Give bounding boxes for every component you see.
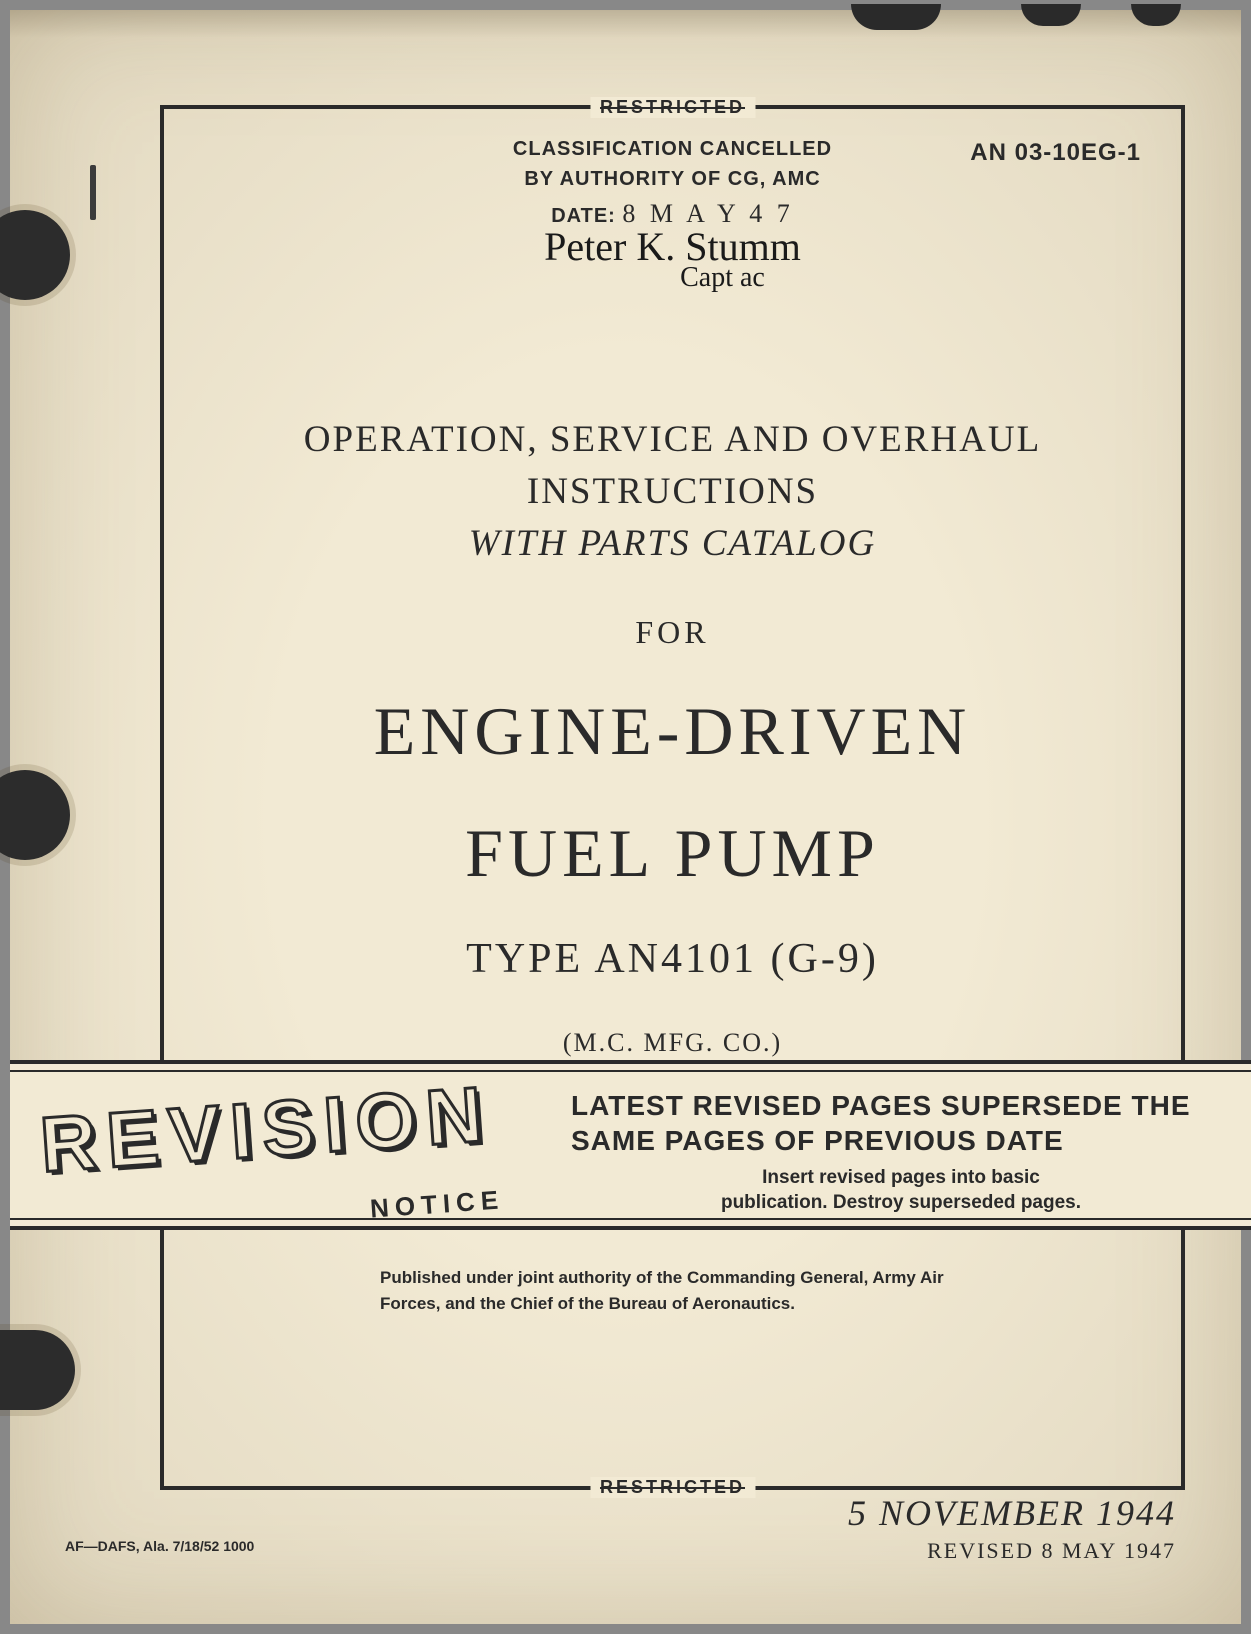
torn-notch	[1021, 4, 1081, 26]
title-line: WITH PARTS CATALOG	[164, 518, 1181, 570]
revision-date: REVISED 8 MAY 1947	[848, 1538, 1176, 1564]
banner-text: LATEST REVISED PAGES SUPERSEDE THE SAME …	[571, 1088, 1231, 1215]
signature: Peter K. Stumm Capt ac	[544, 229, 801, 290]
restricted-label-bottom: RESTRICTED	[590, 1477, 755, 1498]
restricted-label-top: RESTRICTED	[590, 97, 755, 118]
banner-sub: Insert revised pages into basic	[571, 1166, 1231, 1191]
punch-hole	[0, 770, 70, 860]
published-authority: Published under joint authority of the C…	[380, 1265, 1000, 1316]
title-block: OPERATION, SERVICE AND OVERHAUL INSTRUCT…	[164, 414, 1181, 1058]
banner-headline: LATEST REVISED PAGES SUPERSEDE THE SAME …	[571, 1088, 1231, 1158]
staple-mark	[90, 165, 96, 220]
torn-notch	[851, 4, 941, 30]
torn-notch	[1131, 4, 1181, 26]
banner-sub: publication. Destroy superseded pages.	[571, 1191, 1231, 1216]
classification-line: CLASSIFICATION CANCELLED	[513, 134, 832, 164]
classification-line: BY AUTHORITY OF CG, AMC	[513, 164, 832, 194]
revision-banner: REVISION NOTICE LATEST REVISED PAGES SUP…	[10, 1060, 1251, 1230]
title-for: FOR	[164, 614, 1181, 651]
punch-hole	[0, 210, 70, 300]
title-main: FUEL PUMP	[164, 813, 1181, 895]
title-line: INSTRUCTIONS	[164, 466, 1181, 518]
title-mfg: (M.C. MFG. CO.)	[164, 1028, 1181, 1058]
document-page: RESTRICTED RESTRICTED AN 03-10EG-1 CLASS…	[10, 10, 1241, 1624]
document-number: AN 03-10EG-1	[970, 139, 1141, 167]
footer-dates: 5 NOVEMBER 1944 REVISED 8 MAY 1947	[848, 1492, 1176, 1564]
publication-date: 5 NOVEMBER 1944	[848, 1492, 1176, 1534]
revision-word: REVISION	[37, 1068, 495, 1190]
title-type: TYPE AN4101 (G-9)	[164, 935, 1181, 983]
notice-word: NOTICE	[369, 1184, 505, 1224]
print-info: AF—DAFS, Ala. 7/18/52 1000	[65, 1538, 254, 1554]
title-line: OPERATION, SERVICE AND OVERHAUL	[164, 414, 1181, 466]
punch-hole	[0, 1330, 75, 1410]
classification-block: CLASSIFICATION CANCELLED BY AUTHORITY OF…	[513, 134, 832, 233]
title-main: ENGINE-DRIVEN	[164, 691, 1181, 773]
torn-edge	[10, 10, 1241, 38]
